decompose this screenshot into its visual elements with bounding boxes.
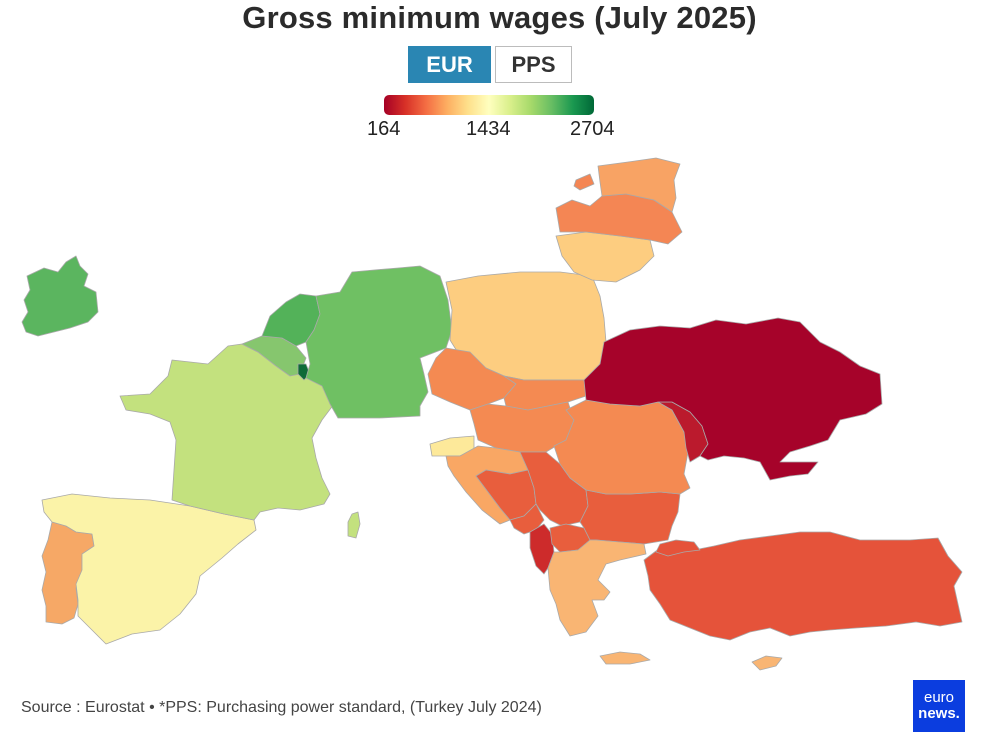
country-romania[interactable] (553, 399, 691, 495)
logo-line-1: euro (923, 689, 955, 706)
logo-line-2: news. (918, 705, 960, 722)
currency-toggle: EUR PPS (408, 46, 572, 83)
chart-title: Gross minimum wages (July 2025) (242, 0, 757, 35)
eur-toggle-button[interactable]: EUR (408, 46, 491, 83)
country-corsica[interactable] (347, 511, 361, 539)
country-bulgaria[interactable] (579, 489, 681, 545)
country-turkey[interactable] (643, 531, 963, 641)
country-estonia[interactable] (597, 157, 681, 213)
country-latvia[interactable] (555, 193, 683, 245)
source-note: Source : Eurostat • *PPS: Purchasing pow… (21, 699, 542, 716)
country-greece[interactable] (547, 539, 647, 637)
country-france[interactable] (119, 343, 335, 521)
country-ukraine[interactable] (583, 317, 883, 481)
color-scale-bar (384, 95, 594, 115)
legend-max-label: 2704 (570, 118, 615, 140)
legend-mid-label: 1434 (466, 118, 511, 140)
country-montenegro[interactable] (509, 503, 545, 535)
country-crete[interactable] (599, 651, 651, 665)
country-germany[interactable] (305, 265, 453, 419)
country-slovakia[interactable] (503, 375, 587, 411)
pps-toggle-button[interactable]: PPS (495, 46, 572, 83)
legend-min-label: 164 (367, 118, 401, 140)
country-latvia-saaremaa[interactable] (573, 173, 595, 191)
euronews-logo[interactable]: euro news. (913, 680, 965, 732)
country-turkey-thrace[interactable] (655, 539, 701, 557)
country-cyprus[interactable] (751, 655, 783, 671)
country-ireland[interactable] (21, 255, 99, 337)
